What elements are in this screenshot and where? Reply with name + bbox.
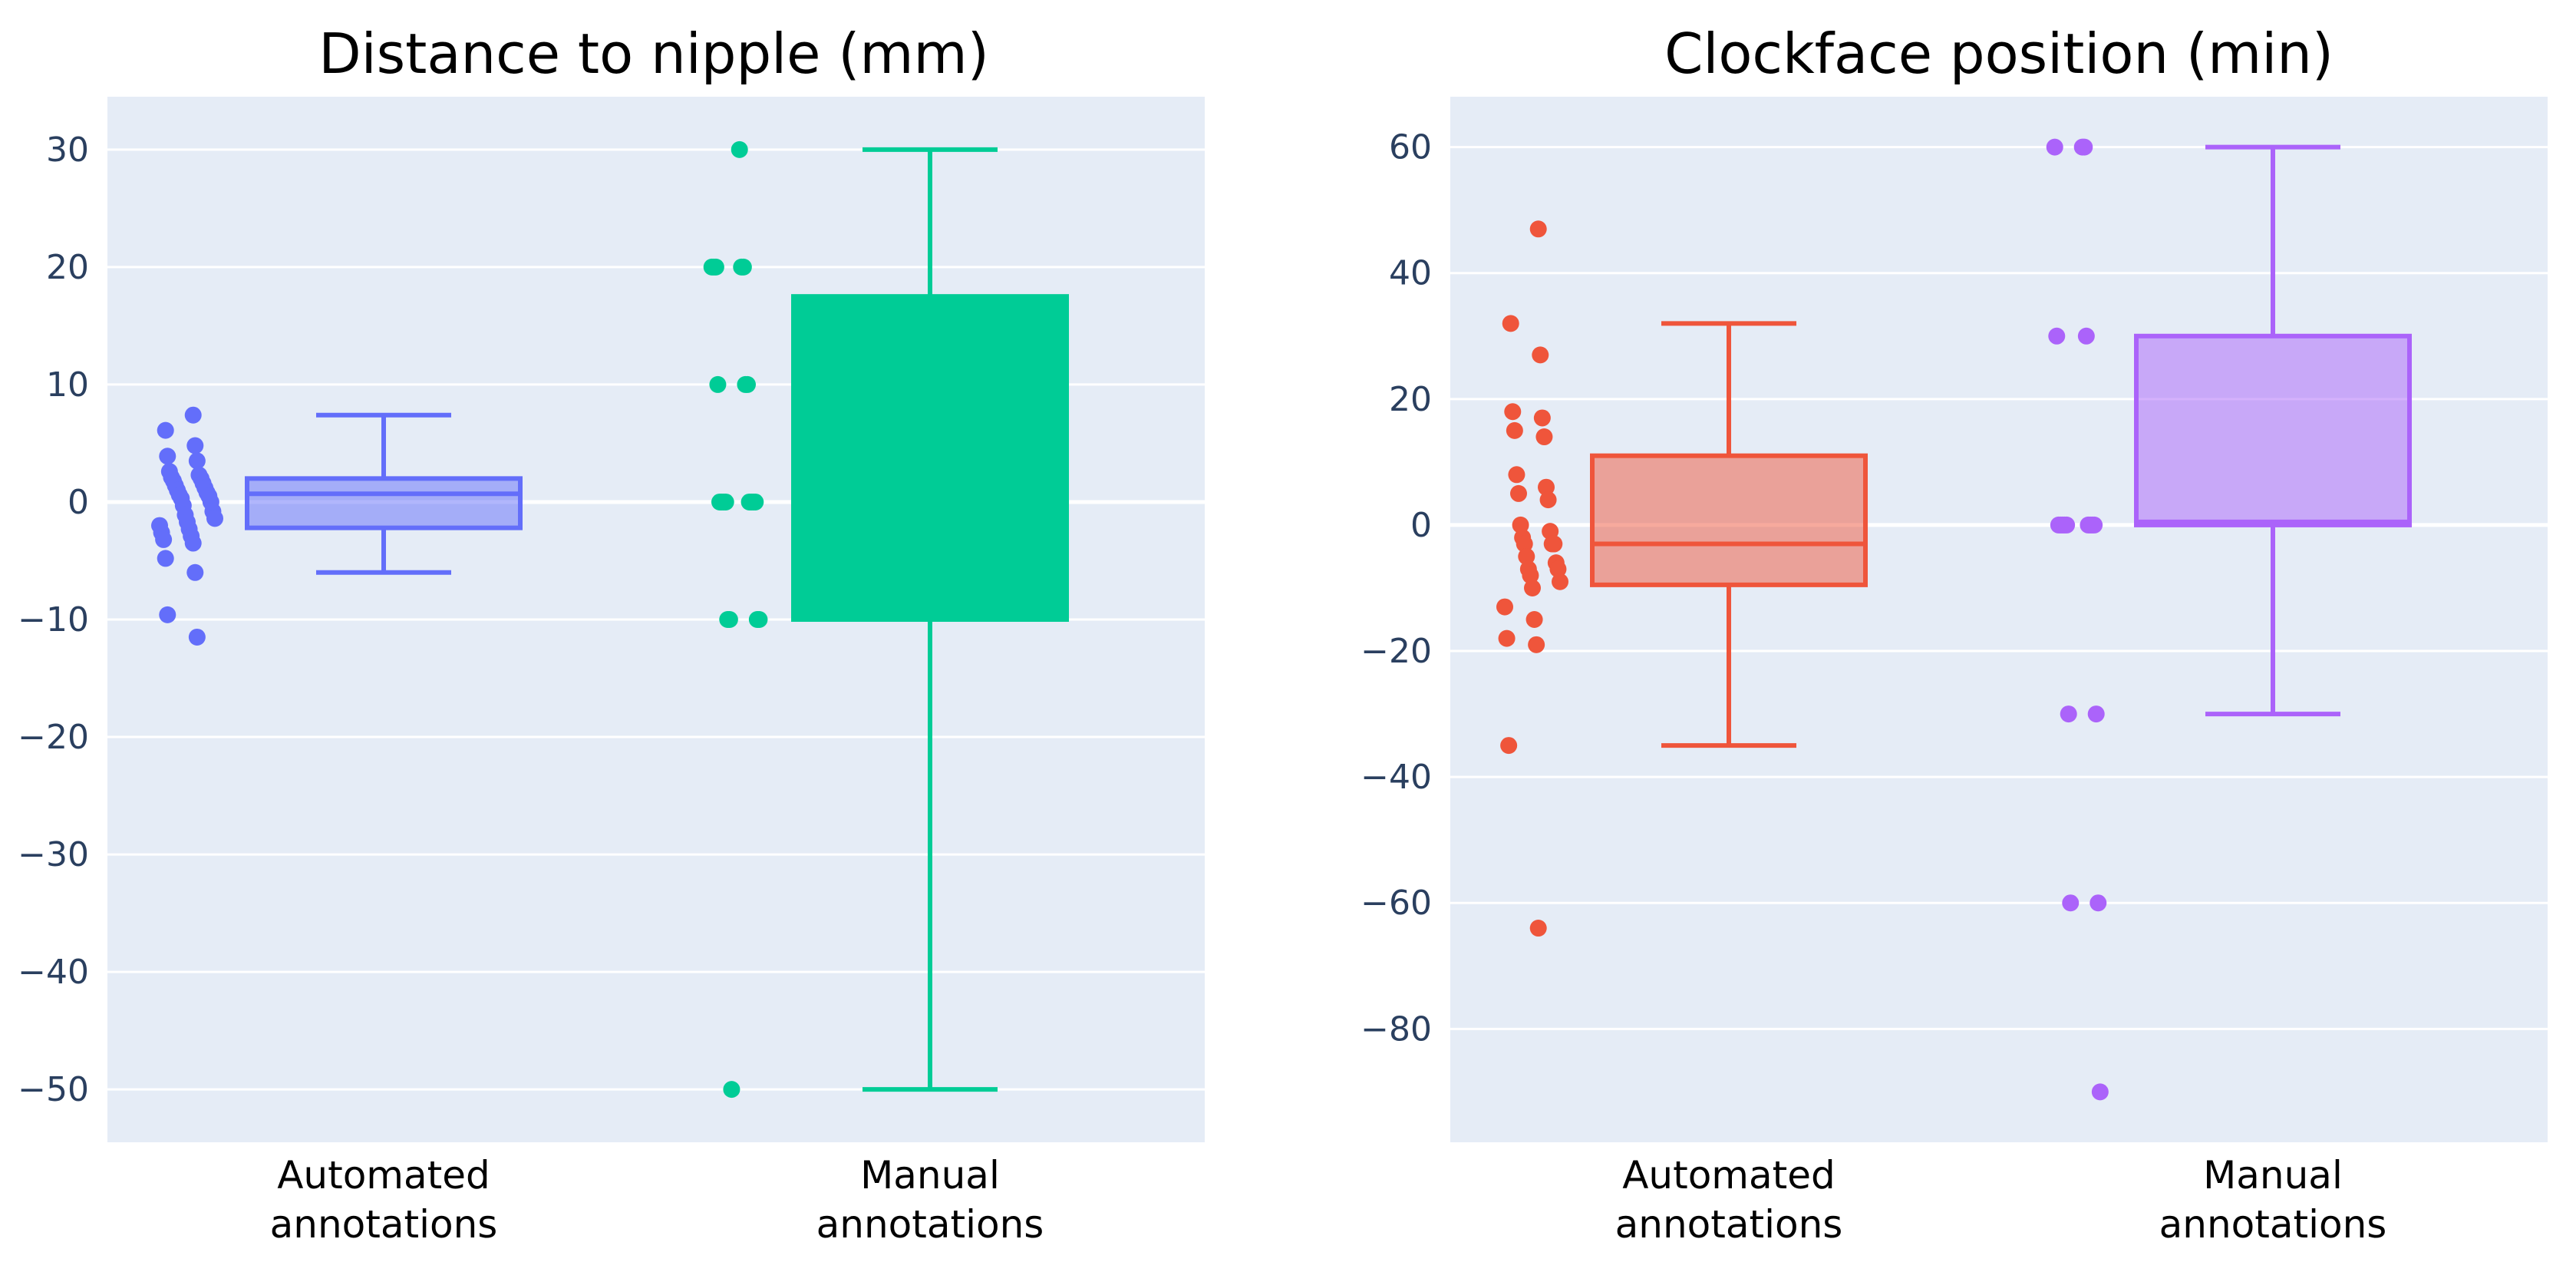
data-point xyxy=(723,1081,740,1099)
data-point xyxy=(2089,894,2107,912)
data-point xyxy=(1496,598,1513,616)
data-point xyxy=(1552,573,1568,590)
data-point xyxy=(186,563,204,581)
x-tick-label: annotations xyxy=(270,1202,498,1247)
series-2 xyxy=(2046,138,2412,1101)
y-tick-label: −30 xyxy=(18,835,89,874)
data-point xyxy=(159,448,176,465)
y-tick-label: 60 xyxy=(1389,128,1432,167)
data-point xyxy=(750,611,768,628)
data-point xyxy=(1516,535,1533,553)
data-point xyxy=(1506,421,1523,439)
y-tick-label: −60 xyxy=(1361,884,1432,923)
data-point xyxy=(1498,629,1516,647)
data-point xyxy=(1545,535,1563,553)
data-point xyxy=(2076,138,2093,156)
data-point xyxy=(1522,567,1539,584)
data-point xyxy=(1533,409,1551,427)
data-point xyxy=(1549,560,1567,578)
x-tick-label: Manual xyxy=(860,1153,1000,1198)
data-point xyxy=(1529,220,1547,238)
data-point xyxy=(1539,491,1557,509)
data-point xyxy=(159,606,176,623)
data-point xyxy=(707,258,724,276)
data-point xyxy=(721,611,738,628)
data-point xyxy=(1508,466,1525,484)
y-tick-label: 0 xyxy=(1410,506,1432,545)
data-point xyxy=(2077,327,2095,345)
y-tick-label: 40 xyxy=(1389,254,1432,293)
chart-panel-2: 60 40 20 0 −20 −40 −60 −80 Clockface position (m… xyxy=(1361,21,2548,1247)
y-tick-label: 10 xyxy=(46,365,89,405)
data-point xyxy=(747,493,764,510)
x-tick-label: annotations xyxy=(2159,1202,2387,1247)
data-point xyxy=(1504,403,1522,421)
chart-title: Clockface position (min) xyxy=(1664,21,2334,86)
y-tick-label: −20 xyxy=(18,718,89,757)
x-tick-label: Automated xyxy=(1622,1153,1836,1198)
y-tick-label: −80 xyxy=(1361,1009,1432,1049)
data-point xyxy=(1538,478,1555,496)
data-point xyxy=(1510,484,1527,502)
data-point xyxy=(2087,705,2105,723)
data-point xyxy=(2086,516,2103,534)
x-tick-label: annotations xyxy=(1615,1202,1843,1247)
data-point xyxy=(1532,346,1549,364)
x-tick-label: annotations xyxy=(816,1202,1044,1247)
x-tick-label: Manual xyxy=(2203,1153,2343,1198)
data-point xyxy=(1525,611,1543,628)
data-point xyxy=(1518,547,1535,565)
data-point xyxy=(186,437,204,454)
y-tick-label: 0 xyxy=(68,483,89,522)
chart-panel-1: 30 20 10 0 −10 −20 −30 −40 −50 Distance to nipple… xyxy=(18,21,1205,1247)
chart-title: Distance to nipple (mm) xyxy=(318,21,989,86)
series-1 xyxy=(151,406,523,646)
y-tick-label: −10 xyxy=(18,600,89,639)
plot-background xyxy=(1450,97,2548,1142)
data-point xyxy=(2060,705,2077,723)
data-point xyxy=(184,406,202,424)
data-point xyxy=(1529,920,1547,937)
y-tick-label: −40 xyxy=(1361,758,1432,797)
data-point xyxy=(709,375,727,393)
box xyxy=(245,476,523,530)
data-point xyxy=(188,628,206,646)
data-point xyxy=(734,258,752,276)
y-tick-label: −50 xyxy=(18,1070,89,1109)
data-point xyxy=(1524,579,1541,596)
data-point xyxy=(157,421,174,439)
y-tick-label: −40 xyxy=(18,953,89,992)
data-point xyxy=(157,550,174,567)
data-point xyxy=(2062,894,2080,912)
data-point xyxy=(206,510,223,527)
data-point xyxy=(1502,315,1519,332)
data-point xyxy=(2058,516,2076,534)
data-point xyxy=(739,375,756,393)
box xyxy=(791,294,1069,622)
data-point xyxy=(2046,138,2063,156)
y-tick-label: −20 xyxy=(1361,632,1432,671)
data-point xyxy=(717,493,734,510)
data-point xyxy=(188,452,206,470)
data-point xyxy=(1535,428,1553,446)
series-1 xyxy=(1496,220,1868,937)
data-point xyxy=(731,140,748,158)
data-point xyxy=(2091,1083,2109,1101)
data-point xyxy=(184,534,202,552)
x-tick-label: Automated xyxy=(277,1153,490,1198)
data-point xyxy=(1512,516,1529,534)
y-tick-label: 30 xyxy=(46,131,89,170)
data-point xyxy=(155,530,173,548)
data-point xyxy=(1528,636,1545,653)
data-point xyxy=(2048,327,2066,345)
box xyxy=(2134,333,2412,527)
box xyxy=(1590,453,1868,587)
y-tick-label: 20 xyxy=(1389,380,1432,419)
series-2 xyxy=(703,140,1069,1099)
data-point xyxy=(1500,737,1518,755)
y-tick-label: 20 xyxy=(46,248,89,287)
